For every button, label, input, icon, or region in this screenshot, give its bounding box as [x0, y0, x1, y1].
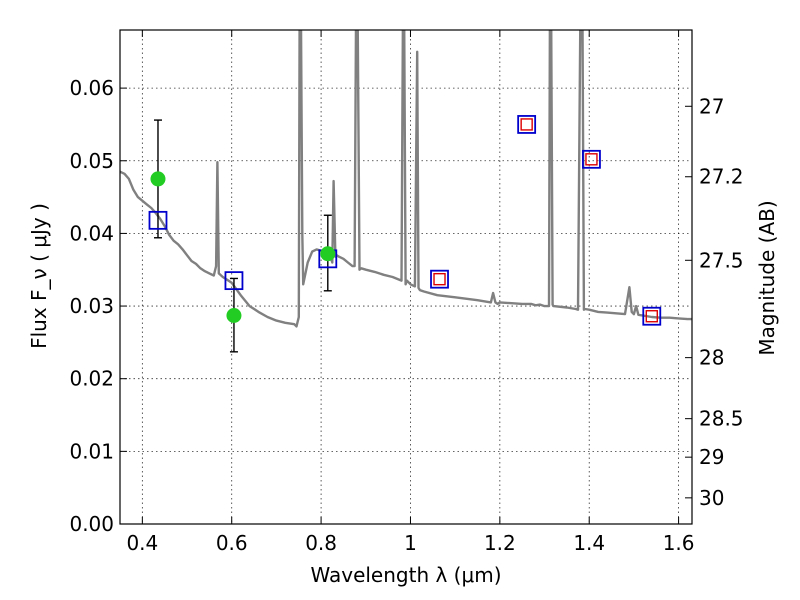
y-tick-label: 0.04 — [69, 221, 114, 245]
x-tick-label: 0.4 — [126, 531, 158, 555]
x-tick-label: 1.6 — [663, 531, 695, 555]
axis-ticks: 0.4 0.6 0.8 1 1.2 1.4 1.6 0.00 0.01 0.02 0.03 0.04 0… — [69, 30, 744, 555]
y-axis-label: Flux F_ν ( μJy ) — [27, 203, 51, 349]
y2-tick-label: 27 — [699, 94, 724, 118]
y2-tick-label: 30 — [699, 486, 724, 510]
detection-point — [150, 171, 166, 187]
detection-point — [226, 308, 242, 324]
y-tick-label: 0.02 — [69, 367, 114, 391]
y-tick-label: 0.06 — [69, 76, 114, 100]
observed-photometry-point — [433, 272, 446, 286]
plot-area — [120, 30, 692, 353]
y2-axis-label: Magnitude (AB) — [755, 200, 779, 355]
y2-tick-label: 27.5 — [699, 248, 744, 272]
y2-tick-label: 28.5 — [699, 407, 744, 431]
y-tick-label: 0.01 — [69, 439, 114, 463]
x-tick-label: 0.6 — [216, 531, 248, 555]
x-tick-label: 1.4 — [573, 531, 605, 555]
model-photometry-point — [148, 210, 168, 230]
x-tick-label: 1 — [404, 531, 417, 555]
observed-photometry-point — [645, 310, 658, 323]
y-tick-label: 0.00 — [69, 512, 114, 536]
model-spectrum-line — [120, 30, 692, 328]
y-tick-label: 0.03 — [69, 294, 114, 318]
x-tick-label: 1.2 — [484, 531, 516, 555]
x-tick-label: 0.8 — [305, 531, 337, 555]
x-axis-label: Wavelength λ (μm) — [310, 563, 501, 587]
model-photometry-point — [224, 271, 244, 291]
y-tick-label: 0.05 — [69, 149, 114, 173]
model-photometry-point — [430, 269, 449, 289]
model-photometry-point — [582, 149, 601, 169]
observed-photometry-point — [585, 153, 598, 166]
model-photometry-point — [642, 306, 662, 326]
model-photometry-point — [517, 115, 537, 134]
detection-point — [320, 246, 336, 262]
plot-frame — [119, 29, 693, 525]
observed-photometry-point — [520, 118, 533, 131]
y2-tick-label: 27.2 — [699, 165, 744, 189]
y2-tick-label: 29 — [699, 445, 724, 469]
y2-tick-label: 28 — [699, 346, 724, 370]
